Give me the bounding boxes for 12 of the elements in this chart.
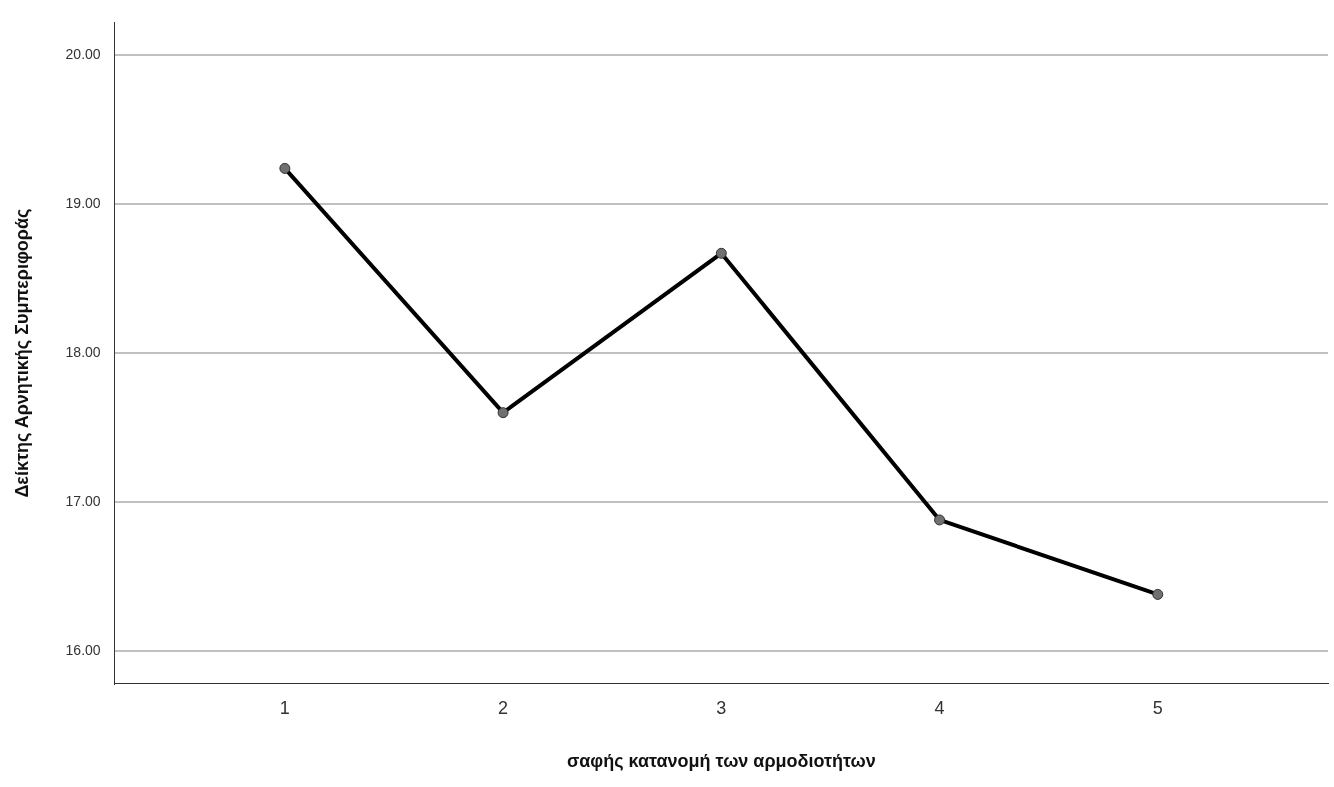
x-tick-label: 2 xyxy=(498,697,509,718)
y-tick-label: 16.00 xyxy=(65,641,101,658)
y-tick-label: 18.00 xyxy=(65,343,101,360)
y-axis-title: Δείκτης Αρνητικής Συμπεριφοράς xyxy=(11,208,32,498)
x-tick-label: 3 xyxy=(716,697,727,718)
x-tick-label: 5 xyxy=(1152,697,1163,718)
x-tick-label: 4 xyxy=(934,697,945,718)
y-tick-label: 19.00 xyxy=(65,195,101,211)
y-tick-label: 20.00 xyxy=(65,46,101,63)
y-tick-label: 17.00 xyxy=(65,492,101,509)
x-tick-label: 1 xyxy=(279,697,290,718)
x-axis-title: σαφής κατανομή των αρμοδιοτήτων xyxy=(566,751,876,772)
